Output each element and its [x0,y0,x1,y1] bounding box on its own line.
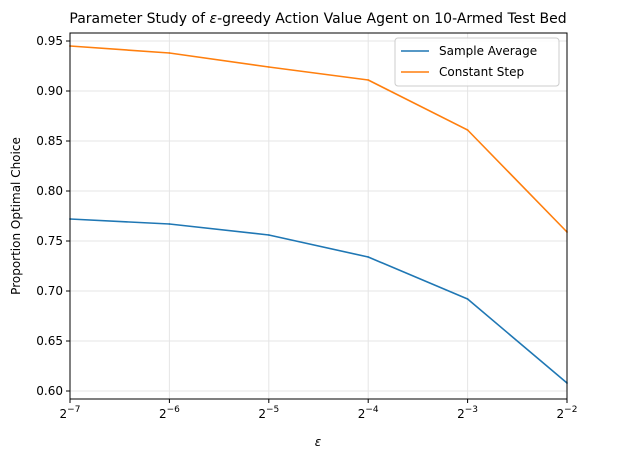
title-prefix: Parameter Study of [69,11,209,27]
y-tick-label: 0.95 [36,34,63,48]
legend: Sample Average Constant Step [394,37,560,87]
y-tick-label: 0.75 [36,234,63,248]
series-line-sample-average [69,218,568,384]
chart-title: Parameter Study of ε-greedy Action Value… [69,11,566,27]
x-axis-ticks: 2−7 2−6 2−5 2−4 2−3 2−2 [60,399,578,421]
data-point-sample-average [267,234,270,236]
y-tick-label: 0.90 [36,84,63,98]
data-point-constant-step [367,79,370,81]
data-point-constant-step [267,66,270,68]
title-suffix: -greedy Action Value Agent on 10-Armed T… [217,11,567,27]
legend-label: Sample Average [439,44,537,58]
data-point-sample-average [168,223,171,225]
series-lines [69,45,568,384]
data-point-constant-step [466,129,469,131]
x-axis-label: ε [315,435,322,449]
grid-lines [69,33,568,399]
y-tick-label: 0.80 [36,184,63,198]
data-point-sample-average [367,256,370,258]
y-axis-ticks: 0.60 0.65 0.70 0.75 0.80 0.85 0.90 0.95 [36,34,70,398]
series-line-constant-step [69,45,568,233]
x-tick-label: 2−4 [358,405,379,421]
data-point-constant-step [168,52,171,54]
data-point-sample-average [466,298,469,300]
x-tick-label: 2−6 [159,405,180,421]
title-epsilon: ε [209,11,217,27]
y-axis-label: Proportion Optimal Choice [9,137,23,295]
legend-label: Constant Step [439,65,524,79]
x-tick-label: 2−3 [457,405,478,421]
legend-box [394,37,560,87]
y-tick-label: 0.60 [36,384,63,398]
y-tick-label: 0.70 [36,284,63,298]
y-tick-label: 0.85 [36,134,63,148]
x-tick-label: 2−5 [258,405,279,421]
x-tick-label: 2−2 [557,405,578,421]
x-tick-label: 2−7 [60,405,81,421]
plot-frame [69,32,568,400]
y-tick-label: 0.65 [36,334,63,348]
